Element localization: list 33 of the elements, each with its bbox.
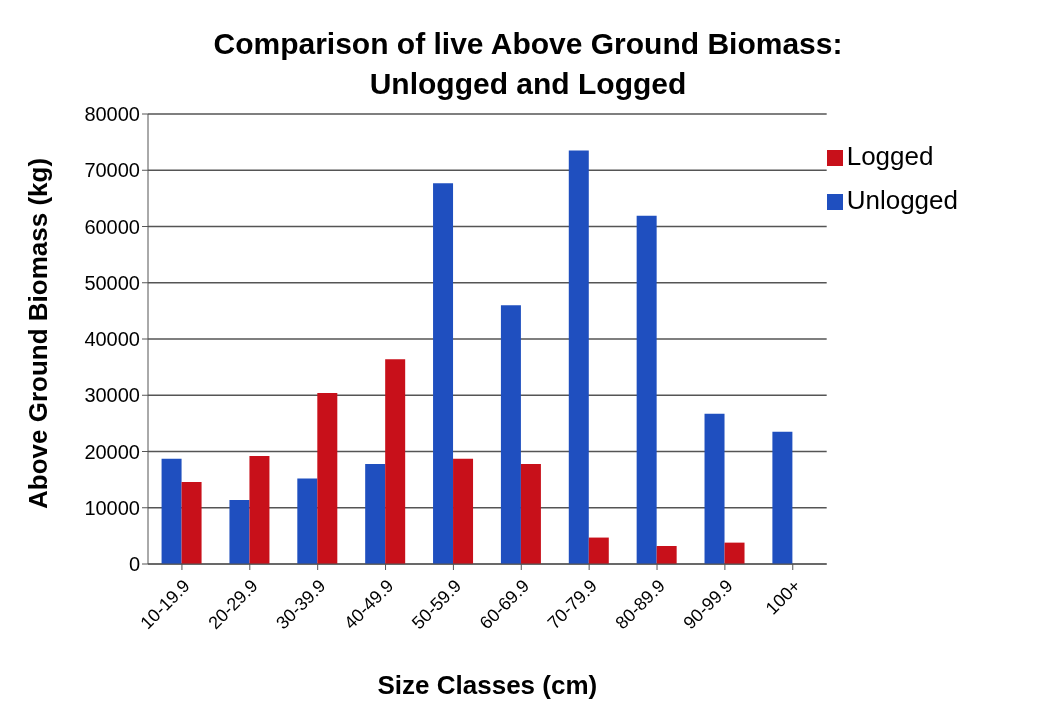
- bar: [588, 537, 609, 564]
- x-axis-title: Size Classes (cm): [377, 670, 598, 700]
- y-tick-label: 10000: [84, 496, 140, 519]
- y-tick-label: 60000: [84, 215, 140, 238]
- bar: [500, 305, 521, 564]
- bar: [229, 499, 250, 564]
- y-axis-title: Above Ground Biomass (kg): [23, 157, 54, 509]
- bar: [520, 463, 541, 564]
- bar: [385, 359, 406, 564]
- bar: [636, 215, 657, 564]
- y-tick-label: 70000: [84, 159, 140, 182]
- bar: [297, 478, 318, 564]
- y-tick-label: 80000: [84, 103, 140, 126]
- bar: [365, 463, 386, 564]
- y-tick-label: 0: [128, 553, 140, 576]
- bar: [161, 458, 182, 564]
- bar: [453, 458, 474, 564]
- bar: [704, 413, 725, 564]
- bar: [433, 183, 454, 564]
- y-tick-label: 20000: [84, 440, 140, 463]
- bar: [568, 150, 589, 564]
- bar: [656, 546, 677, 564]
- y-tick-label: 40000: [84, 328, 140, 351]
- chart-title: Comparison of live Above Ground Biomass: Unlogged and Logged: [212, 26, 844, 102]
- bar: [772, 431, 793, 564]
- bar: [249, 456, 270, 564]
- bar: [317, 393, 338, 564]
- bar: [724, 542, 745, 564]
- y-tick-label: 50000: [84, 271, 140, 294]
- y-tick-label: 30000: [84, 384, 140, 407]
- legend-label: Logged: [846, 141, 934, 171]
- bar: [181, 481, 202, 564]
- legend-label: Unlogged: [846, 185, 958, 215]
